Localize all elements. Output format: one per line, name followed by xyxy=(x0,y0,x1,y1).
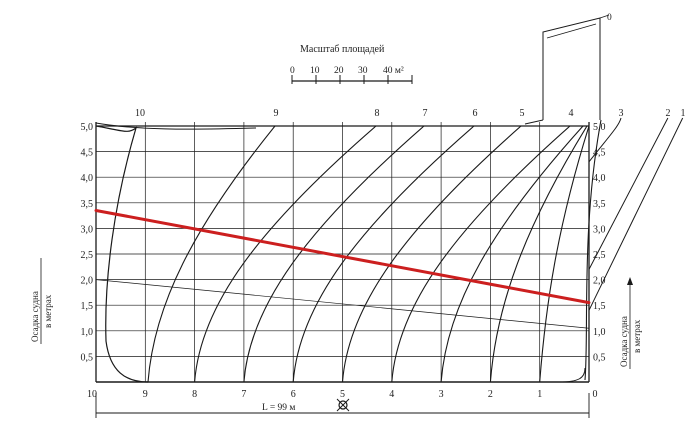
station-bottom-label: 7 xyxy=(241,389,246,400)
bow-contour xyxy=(584,119,602,381)
left-tick-label: 1,5 xyxy=(81,301,94,312)
stern-contour xyxy=(95,125,149,383)
left-tick-label: 4,0 xyxy=(81,173,94,184)
right-axis-title-line1: Осадка судна xyxy=(619,316,629,367)
station-top-label: 2 xyxy=(666,108,671,119)
right-tick-label: 0,5 xyxy=(593,352,606,363)
station-bottom-label: 8 xyxy=(192,389,197,400)
length-label: L = 99 м xyxy=(262,403,295,413)
left-axis-title-line2: в метрах xyxy=(43,294,53,328)
stem-top-label: 0 xyxy=(607,13,612,23)
station-grid xyxy=(95,122,590,383)
station-bottom-label: 2 xyxy=(488,389,493,400)
station-top-label: 6 xyxy=(473,108,478,119)
scale-tick-label: 10 xyxy=(310,66,320,76)
station-bottom-label: 0 xyxy=(593,389,598,400)
right-axis-title: Осадка судна в метрах xyxy=(619,277,642,369)
right-axis-title-line2: в метрах xyxy=(632,319,642,353)
bonjean-curve xyxy=(147,125,276,383)
length-dimension: L = 99 м xyxy=(95,393,590,418)
left-tick-label: 2,0 xyxy=(81,276,94,287)
right-tick-label: 3,5 xyxy=(593,199,606,210)
right-tick-label: 4,5 xyxy=(593,148,606,159)
midship-symbol-icon xyxy=(336,398,350,412)
bonjean-curve xyxy=(588,117,669,270)
scale-tick-label: 40 м² xyxy=(383,66,404,76)
left-axis-title-line1: Осадка судна xyxy=(30,291,40,342)
left-tick-label: 4,5 xyxy=(81,148,94,159)
left-axis-title: Осадка судна в метрах xyxy=(30,258,53,344)
deck-line xyxy=(95,122,257,130)
right-tick-label: 2,5 xyxy=(593,250,606,261)
station-top-label: 4 xyxy=(569,108,574,119)
station-bottom-label: 10 xyxy=(87,389,97,400)
bonjean-curve xyxy=(588,117,622,163)
station-bottom-label: 5 xyxy=(340,389,345,400)
bonjean-curve xyxy=(489,125,588,383)
station-top-label: 5 xyxy=(520,108,525,119)
left-tick-label: 2,5 xyxy=(81,250,94,261)
station-bottom-label: 6 xyxy=(291,389,296,400)
bow-base-contour xyxy=(558,367,586,383)
right-tick-label: 2,0 xyxy=(593,276,606,287)
station-bottom-label: 9 xyxy=(143,389,148,400)
right-tick-label: 1,0 xyxy=(593,327,606,338)
bonjean-curve xyxy=(194,125,377,383)
bonjean-curve xyxy=(391,125,571,383)
station-bottom-label: 1 xyxy=(537,389,542,400)
right-tick-label: 4,0 xyxy=(593,173,606,184)
bonjean-curve xyxy=(341,125,522,383)
area-scale: Масштаб площадей 0 10 20 30 40 м² xyxy=(290,44,413,84)
station-top-label: 1 xyxy=(681,108,686,119)
bonjean-curve xyxy=(243,125,425,383)
bonjean-curve xyxy=(539,125,590,383)
station-top-label: 9 xyxy=(274,108,279,119)
stem-outline xyxy=(524,14,610,125)
bonjean-curve xyxy=(440,125,584,383)
right-tick-label: 3,0 xyxy=(593,224,606,235)
station-top-label: 7 xyxy=(423,108,428,119)
scale-title: Масштаб площадей xyxy=(300,44,385,55)
axis-labels: 5,0 4,5 4,0 3,5 3,0 2,5 2,0 1,5 1,0 0,5 5,0 4,5 4,0 3… xyxy=(81,108,686,400)
reference-line xyxy=(95,279,590,329)
station-bottom-label: 3 xyxy=(439,389,444,400)
right-tick-label: 1,5 xyxy=(593,301,606,312)
waterline-highlight xyxy=(94,208,591,305)
scale-tick-label: 30 xyxy=(358,66,368,76)
station-top-label: 3 xyxy=(619,108,624,119)
station-top-label: 8 xyxy=(375,108,380,119)
left-tick-label: 3,0 xyxy=(81,224,94,235)
left-tick-label: 0,5 xyxy=(81,352,94,363)
bonjean-curves xyxy=(95,117,684,383)
left-tick-label: 3,5 xyxy=(81,199,94,210)
scale-tick-label: 0 xyxy=(290,66,295,76)
station-top-label: 10 xyxy=(135,108,145,119)
left-tick-label: 1,0 xyxy=(81,327,94,338)
station-bottom-label: 4 xyxy=(389,389,394,400)
bonjean-curve xyxy=(292,125,475,383)
bonjean-curve xyxy=(588,117,684,311)
scale-tick-label: 20 xyxy=(334,66,344,76)
left-tick-label: 5,0 xyxy=(81,122,94,133)
right-tick-label: 5,0 xyxy=(593,122,606,133)
